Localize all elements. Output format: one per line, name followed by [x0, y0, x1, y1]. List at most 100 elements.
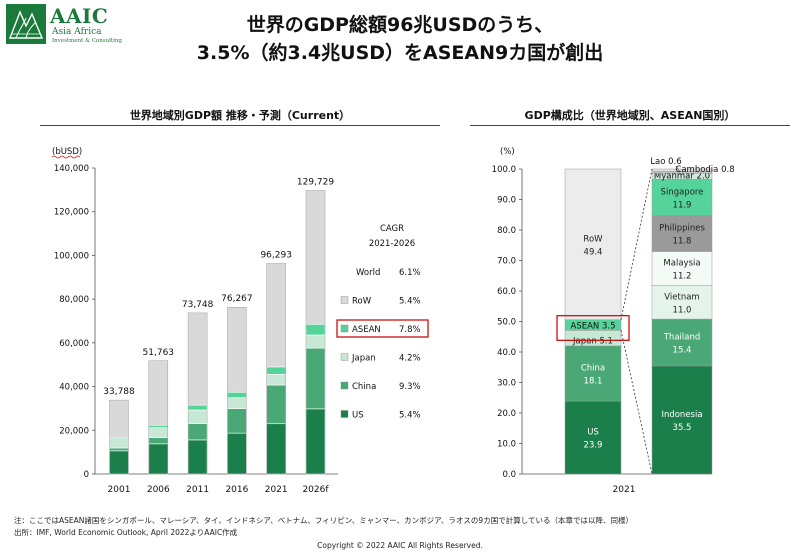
- left-title-rule: [40, 125, 440, 126]
- bar-total-label: 51,763: [143, 348, 175, 358]
- source-note: 出所：IMF, World Economic Outlook, April 20…: [14, 528, 238, 537]
- legend-swatch-asean: [340, 324, 349, 333]
- legend-cagr-row: 5.4%: [399, 297, 421, 307]
- world-name-row: RoW: [583, 234, 603, 244]
- bar-total-label: 96,293: [260, 251, 292, 261]
- asean-bar-indonesia: [651, 365, 713, 475]
- world-value-china: 18.1: [584, 377, 603, 387]
- right-y-tick-label: 60.0: [497, 287, 516, 297]
- asean-name-indonesia: Indonesia: [661, 410, 702, 420]
- legend-cagr-period: 2021-2026: [369, 239, 415, 249]
- bar-outline-2016: [227, 306, 247, 475]
- left-x-tick-label: 2021: [265, 485, 288, 495]
- right-y-tick-label: 40.0: [497, 348, 516, 358]
- legend-cagr-us: 5.4%: [399, 411, 421, 421]
- asean-name-malaysia: Malaysia: [663, 259, 700, 269]
- asean-label-myanmar: Myanmar 2.0: [654, 171, 710, 181]
- left-x-tick-label: 2016: [225, 485, 248, 495]
- left-y-unit: (bUSD): [52, 147, 82, 157]
- right-y-tick-label: 100.0: [492, 165, 516, 175]
- legend-cagr-asean: 7.8%: [399, 325, 421, 335]
- legend-cagr-japan: 4.2%: [399, 354, 421, 364]
- asean-value-indonesia: 35.5: [673, 423, 692, 433]
- legend-swatch-us: [340, 410, 349, 418]
- right-y-unit: (%): [500, 147, 515, 157]
- world-bar-us: [564, 400, 622, 475]
- footnote: 注：ここではASEAN諸国をシンガポール、マレーシア、タイ、インドネシア、ベトナ…: [14, 516, 633, 525]
- logo-mark-icon: [6, 4, 46, 44]
- bar-total-label: 76,267: [221, 294, 253, 304]
- bar-outline-2026f: [305, 190, 326, 475]
- world-name-us: US: [587, 428, 599, 438]
- left-x-tick-label: 2001: [108, 485, 131, 495]
- asean-label-cambodia: Cambodia 0.8: [675, 165, 734, 175]
- legend-cagr-world: 6.1%: [399, 268, 421, 278]
- asean-connector-bottom: [620, 330, 653, 475]
- right-y-tick-label: 90.0: [497, 196, 516, 206]
- left-y-tick-label: 20,000: [59, 426, 89, 436]
- right-y-tick-label: 70.0: [497, 257, 516, 267]
- left-x-tick-label: 2006: [147, 485, 170, 495]
- left-y-tick-label: 140,000: [54, 164, 89, 174]
- legend-label-row: RoW: [352, 297, 372, 307]
- aaic-logo: AAIC Asia Africa Investment & Consulting: [6, 4, 146, 50]
- legend-swatch-japan: [340, 353, 349, 361]
- bar-outline-2021: [266, 263, 286, 475]
- legend-label-world: World: [356, 268, 380, 278]
- asean-value-thailand: 15.4: [673, 346, 692, 356]
- left-y-unit-underline: [51, 155, 81, 159]
- right-y-tick-label: 30.0: [497, 379, 516, 389]
- logo-tagline: Investment & Consulting: [52, 38, 122, 44]
- left-y-tick-label: 80,000: [59, 295, 89, 305]
- asean-value-malaysia: 11.2: [673, 272, 692, 282]
- right-y-tick-label: 0.0: [502, 470, 516, 480]
- asean-name-vietnam: Vietnam: [664, 292, 699, 302]
- left-y-tick-label: 60,000: [59, 339, 89, 349]
- world-bar-china: [564, 345, 622, 402]
- world-value-row: 49.4: [584, 247, 603, 257]
- asean-value-singapore: 11.9: [673, 200, 692, 210]
- bar-total-label: 73,748: [182, 300, 214, 310]
- legend-swatch-row: [340, 296, 349, 304]
- copyright: Copyright © 2022 AAIC All Rights Reserve…: [317, 541, 483, 550]
- left-y-tick-label: 100,000: [54, 251, 89, 261]
- lao-leader-line: [675, 165, 681, 173]
- page-title-line-1: 世界のGDP総額96兆USDのうち、: [246, 14, 554, 36]
- asean-name-philippines: Philippines: [659, 224, 705, 234]
- right-y-tick-label: 80.0: [497, 226, 516, 236]
- left-x-tick-label: 2026f: [302, 485, 329, 495]
- asean-highlight-box: [336, 319, 429, 338]
- legend-swatch-china: [340, 381, 349, 390]
- bar-outline-2001: [109, 399, 129, 475]
- world-label-japan: Japan 5.1: [572, 336, 613, 346]
- right-chart-title: GDP構成比（世界地域別、ASEAN国別）: [524, 109, 736, 122]
- world-name-china: China: [581, 364, 605, 374]
- legend-cagr-header: CAGR: [380, 224, 404, 234]
- asean-name-thailand: Thailand: [663, 333, 701, 343]
- left-x-tick-label: 2011: [186, 485, 209, 495]
- legend-label-china: China: [352, 382, 376, 392]
- page-title-line-2: 3.5%（約3.4兆USD）をASEAN9カ国が創出: [196, 42, 604, 64]
- world-value-us: 23.9: [584, 441, 603, 451]
- asean-label-lao: Lao 0.6: [650, 157, 681, 167]
- asean-value-philippines: 11.8: [673, 237, 692, 247]
- right-y-tick-label: 20.0: [497, 409, 516, 419]
- legend-label-japan: Japan: [351, 354, 376, 364]
- right-y-tick-label: 50.0: [497, 318, 516, 328]
- asean-bar-malaysia: [651, 251, 713, 286]
- asean-bar-philippines: [651, 215, 713, 252]
- bar-outline-2006: [148, 360, 169, 475]
- legend-cagr-china: 9.3%: [399, 382, 421, 392]
- asean-share-highlight-box: [556, 315, 630, 341]
- logo-subtitle: Asia Africa: [52, 27, 102, 37]
- world-bar-row: [564, 168, 622, 320]
- left-y-tick-label: 120,000: [54, 208, 89, 218]
- asean-bar-vietnam: [651, 285, 713, 320]
- bar-outline-2011: [187, 312, 208, 475]
- asean-bar-thailand: [651, 318, 713, 367]
- asean-value-vietnam: 11.0: [673, 305, 692, 315]
- left-y-tick-label: 40,000: [59, 383, 89, 393]
- legend-label-us: US: [352, 411, 364, 421]
